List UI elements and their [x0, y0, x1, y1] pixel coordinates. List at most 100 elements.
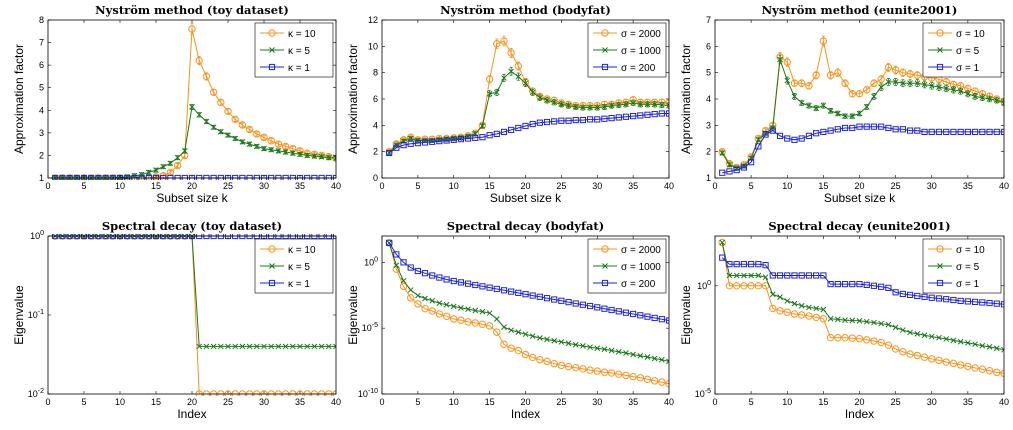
data-point: [791, 300, 798, 307]
data-point: [871, 319, 877, 326]
data-point: [479, 123, 486, 129]
data-point: [414, 300, 422, 308]
data-point: [899, 327, 906, 333]
data-point: [820, 306, 827, 313]
data-point: [812, 313, 820, 322]
data-point: [159, 172, 167, 180]
y-tick-label: 7: [706, 15, 711, 25]
data-point: [899, 290, 906, 298]
data-point: [1001, 100, 1004, 106]
legend-label: σ = 2000: [621, 29, 661, 40]
x-tick-label: 35: [963, 181, 973, 191]
data-point: [805, 272, 813, 279]
x-tick-label: 40: [999, 181, 1009, 191]
y-axis-label: Eigenvalue: [679, 285, 693, 345]
data-point: [798, 272, 805, 279]
data-point: [877, 338, 885, 347]
data-point: [658, 316, 665, 323]
data-point: [421, 305, 429, 313]
data-point: [471, 319, 479, 327]
legend: σ = 2000 σ = 1000 σ = 200: [587, 22, 667, 78]
data-point: [586, 366, 594, 374]
data-point: [819, 315, 828, 323]
data-point: [304, 152, 311, 159]
data-point: [493, 89, 500, 96]
data-point: [719, 239, 726, 246]
legend-label: σ = 1000: [621, 262, 661, 273]
data-point: [848, 334, 856, 342]
data-point: [813, 272, 820, 279]
x-tick-label: 0: [712, 397, 717, 407]
data-point: [311, 343, 318, 350]
data-point: [834, 126, 841, 133]
data-point: [921, 332, 928, 339]
data-point: [718, 238, 726, 247]
error-bar: [908, 69, 912, 79]
data-point: [813, 130, 820, 137]
data-point: [407, 294, 415, 302]
data-point: [928, 355, 936, 363]
data-point: [386, 149, 393, 157]
data-point: [203, 343, 210, 350]
x-tick-label: 30: [927, 181, 937, 191]
y-tick-label: 3: [39, 128, 44, 138]
x-tick-label: 20: [854, 397, 864, 407]
data-point: [297, 151, 303, 158]
x-tick-label: 25: [223, 181, 233, 191]
data-point: [515, 329, 522, 335]
data-point: [493, 285, 500, 293]
data-point: [885, 321, 892, 328]
data-point: [790, 310, 799, 318]
data-point: [268, 343, 275, 350]
y-tick-label: 100: [30, 230, 44, 241]
chart-panel-4: 0 5 10 15 20 25 30 35 40 10-2 10-1 100 Spectral deca…: [12, 219, 341, 421]
data-point: [189, 104, 195, 110]
y-tick-label: 2: [373, 147, 378, 157]
data-point: [407, 140, 414, 147]
data-point: [202, 72, 211, 81]
x-axis-label: Index: [845, 407, 874, 421]
data-point: [318, 343, 325, 350]
y-tick-label: 2: [706, 147, 711, 157]
x-tick-label: 0: [45, 397, 50, 407]
legend-swatch-marker: [268, 245, 276, 253]
data-point: [572, 104, 579, 110]
data-point: [813, 305, 820, 312]
data-point: [188, 25, 196, 33]
data-point: [805, 312, 813, 320]
data-point: [885, 284, 892, 291]
data-point: [1000, 301, 1004, 308]
x-axis-label: Subset size k: [824, 191, 896, 205]
data-point: [921, 128, 928, 136]
data-point: [457, 136, 465, 143]
y-tick-label: 6: [39, 60, 44, 70]
legend-label: σ = 200: [621, 63, 656, 74]
data-point: [637, 112, 644, 119]
data-point: [842, 113, 848, 119]
data-point: [615, 370, 623, 378]
data-point: [500, 37, 508, 45]
data-point: [407, 264, 414, 271]
data-point: [450, 136, 457, 143]
data-point: [522, 80, 529, 87]
data-point: [651, 111, 658, 118]
data-point: [978, 365, 987, 373]
data-point: [551, 118, 558, 125]
data-point: [601, 104, 608, 110]
data-point: [972, 298, 979, 306]
data-point: [253, 143, 260, 150]
data-point: [486, 90, 493, 97]
y-tick-label: 10-1: [28, 309, 44, 320]
data-point: [914, 331, 921, 337]
data-point: [217, 128, 224, 135]
series-line-3: [388, 242, 669, 321]
data-point: [928, 294, 935, 301]
data-point: [393, 262, 400, 269]
data-point: [658, 356, 665, 363]
data-point: [536, 94, 543, 101]
data-point: [145, 169, 152, 176]
data-point: [957, 338, 964, 345]
data-point: [275, 148, 282, 154]
data-point: [935, 295, 943, 302]
y-tick-label: 0: [373, 173, 378, 183]
